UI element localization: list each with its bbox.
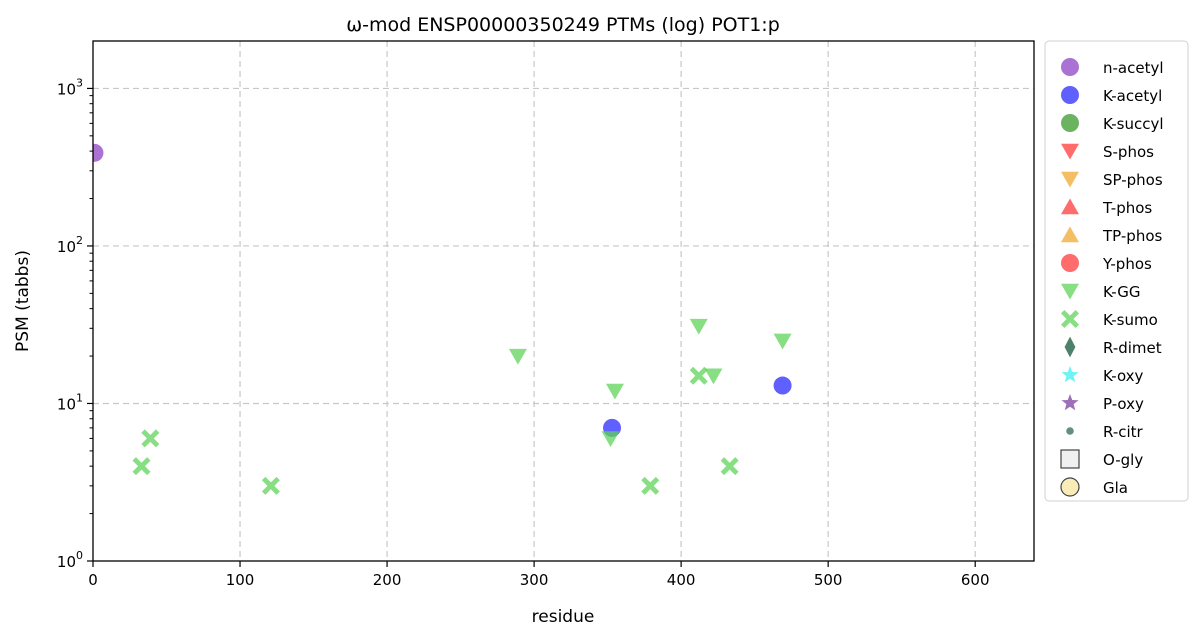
point-K-GG xyxy=(689,318,708,335)
x-tick-label: 0 xyxy=(88,571,98,589)
y-tick-label: 101 xyxy=(57,391,83,413)
legend-label: R-citr xyxy=(1103,423,1144,441)
legend-label: S-phos xyxy=(1103,143,1154,161)
point-K-sumo xyxy=(689,366,708,385)
legend-label: Gla xyxy=(1103,479,1128,497)
legend-marker-R-dimet xyxy=(1064,336,1076,358)
x-tick-label: 200 xyxy=(373,571,402,589)
legend-marker-K-sumo xyxy=(1061,310,1079,328)
legend-marker-O-gly xyxy=(1060,449,1080,469)
legend-label: K-oxy xyxy=(1103,367,1144,385)
legend-marker-T-phos xyxy=(1061,198,1079,215)
legend-label: n-acetyl xyxy=(1103,59,1164,77)
point-K-sumo xyxy=(261,476,280,495)
legend-marker-S-phos xyxy=(1061,143,1079,160)
point-K-sumo xyxy=(720,457,739,476)
legend-marker-P-oxy xyxy=(1061,394,1079,411)
chart-title: ω-mod ENSP00000350249 PTMs (log) POT1:p xyxy=(346,14,780,36)
legend-label: K-GG xyxy=(1103,283,1140,301)
legend-marker-K-succyl xyxy=(1061,114,1079,132)
x-tick-label: 300 xyxy=(520,571,549,589)
legend-marker-n-acetyl xyxy=(1061,58,1079,76)
point-K-sumo xyxy=(641,476,660,495)
legend-label: K-acetyl xyxy=(1103,87,1162,105)
legend-label: K-sumo xyxy=(1103,311,1158,329)
point-n-acetyl xyxy=(93,143,104,162)
x-axis: 0 100 200 300 400 500 600 xyxy=(88,561,990,589)
legend-label: O-gly xyxy=(1103,451,1143,469)
legend-label: Y-phos xyxy=(1102,255,1152,273)
legend-marker-Y-phos xyxy=(1061,254,1079,272)
y-tick-label: 103 xyxy=(57,76,83,98)
legend-marker-Gla xyxy=(1060,477,1080,497)
legend-label: R-dimet xyxy=(1103,339,1162,357)
x-tick-label: 100 xyxy=(226,571,255,589)
point-K-GG xyxy=(508,348,527,365)
plot-frame xyxy=(92,40,1035,562)
legend-marker-TP-phos xyxy=(1061,226,1079,243)
point-K-GG xyxy=(773,333,792,350)
point-K-sumo xyxy=(132,457,151,476)
legend-label: K-succyl xyxy=(1103,115,1164,133)
y-tick-label: 102 xyxy=(57,234,83,256)
legend-label: SP-phos xyxy=(1103,171,1163,189)
x-tick-label: 500 xyxy=(814,571,843,589)
y-tick-label: 100 xyxy=(57,549,83,571)
legend-label: TP-phos xyxy=(1102,227,1162,245)
legend-label: T-phos xyxy=(1102,199,1152,217)
y-axis: 100 101 102 103 xyxy=(57,76,93,571)
legend-marker-K-oxy xyxy=(1061,366,1079,383)
legend-label: P-oxy xyxy=(1103,395,1144,413)
point-K-GG xyxy=(601,431,620,447)
point-K-GG xyxy=(704,368,723,385)
legend-marker-SP-phos xyxy=(1061,171,1079,188)
x-tick-label: 600 xyxy=(961,571,990,589)
point-K-GG xyxy=(605,383,624,400)
legend-marker-K-GG xyxy=(1061,283,1079,300)
legend: n-acetyl K-acetyl K-succyl S-phos SP-phos T-p… xyxy=(1044,40,1189,502)
legend-marker-R-citr xyxy=(1066,427,1074,435)
point-K-sumo xyxy=(141,429,160,448)
legend-box xyxy=(1044,40,1189,502)
point-K-acetyl xyxy=(773,376,792,395)
y-axis-label: PSM (tabbs) xyxy=(13,250,33,352)
x-tick-label: 400 xyxy=(667,571,696,589)
legend-marker-K-acetyl xyxy=(1061,86,1079,104)
data-points xyxy=(93,143,792,495)
grid xyxy=(93,41,1034,561)
x-axis-label: residue xyxy=(532,607,595,627)
